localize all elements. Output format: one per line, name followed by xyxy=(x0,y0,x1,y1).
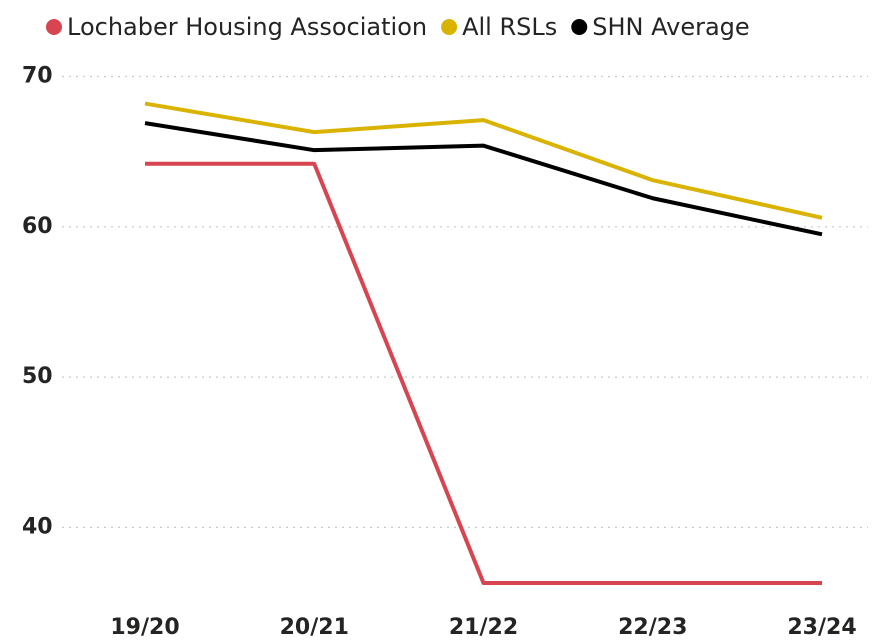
series-line xyxy=(144,121,823,237)
legend-label: SHN Average xyxy=(592,13,749,41)
legend-label: Lochaber Housing Association xyxy=(67,13,427,41)
y-tick-label: 40 xyxy=(22,514,53,539)
legend-marker xyxy=(571,19,588,35)
y-tick-label: 70 xyxy=(22,64,53,89)
x-tick-label: 23/24 xyxy=(787,615,856,640)
y-tick-label: 60 xyxy=(22,214,53,239)
x-tick-label: 20/21 xyxy=(280,615,349,640)
series-line xyxy=(144,101,823,220)
x-tick-label: 22/23 xyxy=(618,615,687,640)
legend-marker xyxy=(441,19,458,35)
legend-marker xyxy=(46,19,62,35)
x-tick-label: 21/22 xyxy=(449,615,518,640)
series-line xyxy=(145,161,822,585)
legend-label: All RSLs xyxy=(462,13,557,41)
y-tick-label: 50 xyxy=(22,364,53,389)
x-tick-label: 19/20 xyxy=(110,615,179,640)
